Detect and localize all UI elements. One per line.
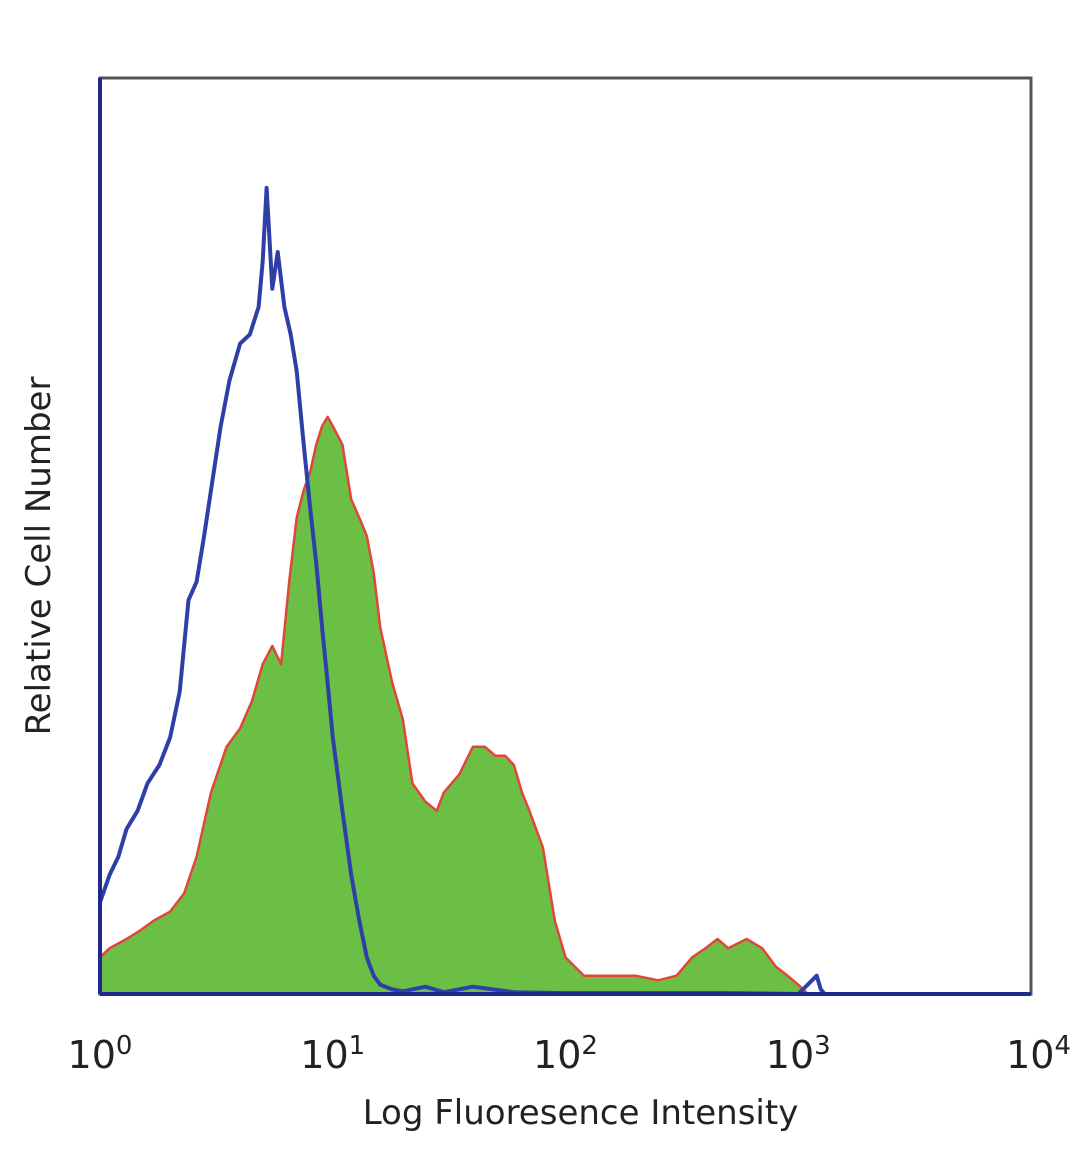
x-tick-label: 102 xyxy=(533,1031,598,1077)
stained-histogram-area xyxy=(100,416,1031,994)
stained-histogram-edge xyxy=(99,415,1031,996)
x-tick-label: 103 xyxy=(766,1031,831,1077)
x-tick-labels: 100 101 102 103 104 xyxy=(68,1031,1071,1077)
series-layer xyxy=(98,185,1031,996)
x-axis-title: Log Fluoresence Intensity xyxy=(363,1093,799,1133)
x-tick-label: 100 xyxy=(68,1031,133,1077)
x-tick-label: 104 xyxy=(1006,1031,1071,1077)
x-tick-label: 101 xyxy=(300,1031,365,1077)
y-axis-title: Relative Cell Number xyxy=(19,377,59,736)
